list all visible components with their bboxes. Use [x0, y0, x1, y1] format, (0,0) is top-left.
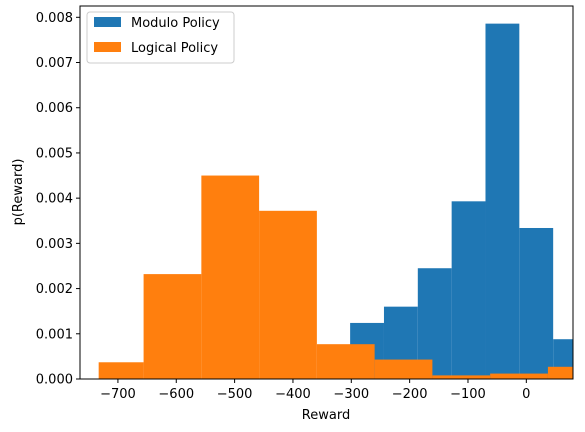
x-tick-label: 0	[522, 387, 530, 402]
y-tick-label: 0.003	[36, 237, 73, 252]
y-tick-label: 0.005	[36, 146, 73, 161]
logical-bar-6	[432, 375, 491, 379]
legend-label-logical: Logical Policy	[131, 41, 218, 56]
logical-bar-2	[201, 175, 260, 379]
logical-policy-bars	[98, 175, 573, 379]
x-tick-label: −300	[333, 387, 369, 402]
logical-bar-3	[259, 210, 317, 379]
y-tick-label: 0.002	[36, 282, 73, 297]
legend: Modulo Policy Logical Policy	[86, 11, 235, 64]
x-tick-label: −400	[275, 387, 311, 402]
legend-swatch-logical	[94, 42, 121, 52]
logical-bar-1	[143, 274, 202, 379]
modulo-policy-bars	[317, 23, 573, 380]
x-tick-label: −700	[100, 387, 136, 402]
y-tick-label: 0.000	[36, 373, 73, 388]
logical-bar-5	[374, 359, 433, 379]
logical-bar-4	[316, 344, 375, 379]
legend-swatch-modulo	[94, 17, 121, 27]
y-tick-label: 0.006	[36, 101, 73, 116]
y-tick-label: 0.004	[36, 192, 73, 207]
plot-frame	[79, 5, 574, 380]
y-tick-label: 0.008	[36, 11, 73, 26]
y-axis-ticks: 0.000 0.001 0.002 0.003 0.004 0.005 0.006 0.007…	[36, 11, 80, 388]
y-tick-label: 0.001	[36, 327, 73, 342]
x-axis-ticks: −700 −600 −500 −400 −300 −200 −100 0	[100, 379, 530, 402]
x-tick-label: −600	[158, 387, 194, 402]
modulo-bar-4	[451, 201, 486, 379]
legend-label-modulo: Modulo Policy	[131, 16, 220, 31]
modulo-bar-6	[519, 227, 554, 379]
x-tick-label: −100	[450, 387, 486, 402]
logical-bar-0	[98, 362, 144, 379]
logical-bar-8	[547, 366, 573, 379]
y-axis-label: p(Reward)	[11, 159, 26, 226]
x-axis-label: Reward	[302, 408, 350, 423]
modulo-bar-5	[485, 23, 520, 380]
legend-box	[86, 11, 235, 64]
x-tick-label: −200	[392, 387, 428, 402]
x-tick-label: −500	[217, 387, 253, 402]
logical-bar-7	[490, 373, 548, 379]
y-tick-label: 0.007	[36, 56, 73, 71]
